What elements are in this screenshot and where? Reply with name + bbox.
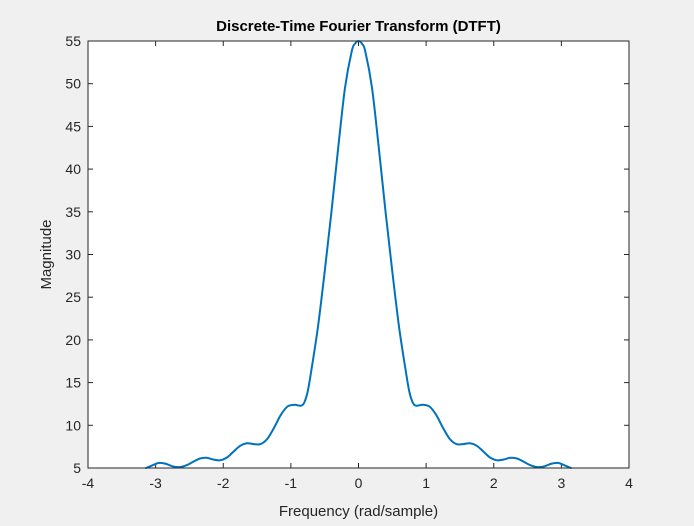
x-tick-label: 1 (422, 475, 430, 491)
y-tick-label: 45 (65, 118, 81, 134)
y-tick-label: 35 (65, 204, 81, 220)
x-tick-label: 0 (355, 475, 363, 491)
x-axis-label: Frequency (rad/sample) (279, 503, 438, 520)
y-tick-label: 40 (65, 161, 81, 177)
x-tick-label: 4 (625, 475, 633, 491)
y-tick-label: 15 (65, 375, 81, 391)
x-tick-label: -2 (217, 475, 230, 491)
y-axis-label: Magnitude (38, 219, 55, 289)
y-tick-label: 25 (65, 289, 81, 305)
y-tick-label: 5 (73, 460, 81, 476)
y-tick-label: 55 (65, 33, 81, 49)
y-tick-label: 50 (65, 76, 81, 92)
chart-title: Discrete-Time Fourier Transform (DTFT) (216, 18, 501, 35)
axes-box (87, 40, 630, 469)
y-tick-label: 20 (65, 332, 81, 348)
x-tick-label: -1 (285, 475, 298, 491)
y-tick-label: 10 (65, 417, 81, 433)
x-tick-label: -3 (149, 475, 162, 491)
x-tick-label: 3 (557, 475, 565, 491)
y-tick-label: 30 (65, 247, 81, 263)
plot-area (88, 41, 629, 468)
x-tick-label: 2 (490, 475, 498, 491)
x-tick-label: -4 (82, 475, 95, 491)
